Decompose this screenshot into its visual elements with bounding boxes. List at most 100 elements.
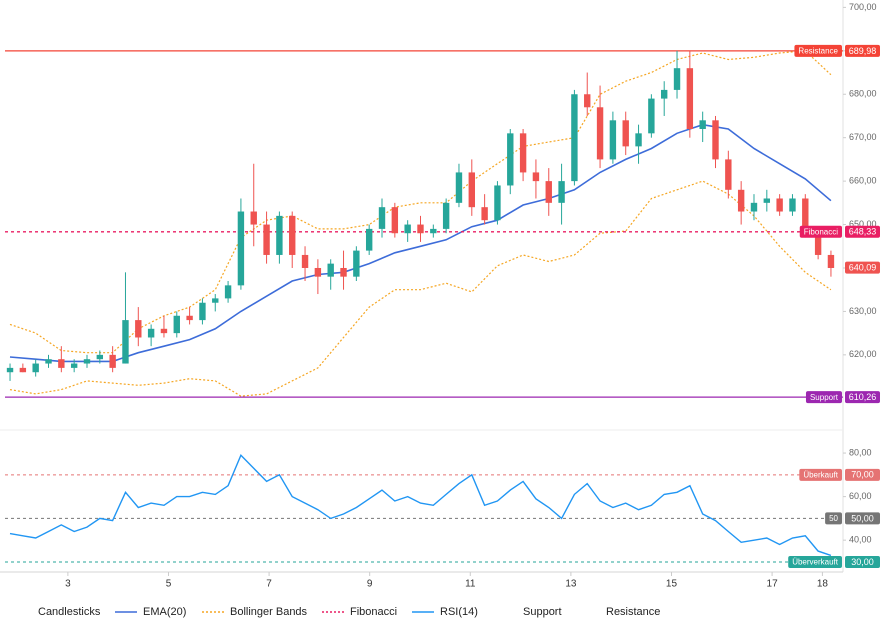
candle-body bbox=[827, 254, 835, 268]
y-tick-label: 660,00 bbox=[849, 175, 877, 185]
candle-body bbox=[712, 120, 719, 160]
legend-label: Fibonacci bbox=[350, 606, 397, 618]
candle-body bbox=[417, 224, 424, 234]
legend-label: Candlesticks bbox=[38, 606, 101, 618]
last-price-tag bbox=[845, 261, 880, 274]
level-value-tag bbox=[845, 44, 880, 57]
bollinger-lower bbox=[9, 180, 832, 397]
candle-body bbox=[378, 207, 386, 229]
x-tick-label: 7 bbox=[266, 579, 272, 590]
candle-body bbox=[32, 363, 39, 373]
candle-body bbox=[737, 189, 745, 212]
candle-body bbox=[532, 172, 540, 182]
candle-body bbox=[455, 172, 463, 203]
legend-label: Resistance bbox=[606, 606, 660, 618]
candle-body bbox=[507, 133, 514, 186]
level-value-tag bbox=[845, 555, 880, 568]
candle-body bbox=[19, 367, 27, 373]
candle-body bbox=[276, 215, 283, 255]
candle-body bbox=[173, 315, 180, 334]
candle-body bbox=[250, 211, 257, 225]
legend-label: Support bbox=[523, 606, 562, 618]
rsi-line bbox=[9, 453, 832, 557]
candle-body bbox=[648, 98, 655, 134]
last-price: 640,09 bbox=[849, 262, 877, 272]
candle-body bbox=[622, 120, 629, 147]
candle-body bbox=[763, 198, 771, 203]
level-name-tag bbox=[794, 44, 842, 57]
x-tick-label: 15 bbox=[666, 579, 678, 590]
candle-body bbox=[314, 267, 322, 277]
level-name: Überverkauft bbox=[792, 558, 839, 567]
level-value: 610,26 bbox=[849, 392, 877, 402]
level-name: Support bbox=[810, 393, 839, 402]
level-name: Fibonacci bbox=[804, 227, 838, 236]
level-name-tag bbox=[825, 512, 842, 525]
y-tick-label: 40,00 bbox=[849, 535, 872, 545]
candle-body bbox=[468, 172, 475, 208]
candle-body bbox=[224, 285, 232, 299]
bollinger-upper bbox=[9, 50, 832, 354]
legend-label: Bollinger Bands bbox=[230, 606, 308, 618]
y-tick-label: 630,00 bbox=[849, 306, 877, 316]
level-value-tag bbox=[845, 512, 880, 525]
y-tick-label: 680,00 bbox=[849, 89, 877, 99]
y-tick-label: 650,00 bbox=[849, 219, 877, 229]
x-tick-label: 9 bbox=[367, 579, 373, 590]
candle-body bbox=[122, 320, 129, 364]
candle-body bbox=[6, 367, 14, 373]
candle-body bbox=[301, 254, 309, 268]
candle-body bbox=[673, 68, 681, 90]
x-tick-label: 13 bbox=[565, 579, 577, 590]
candle-body bbox=[199, 302, 206, 321]
candle-body bbox=[686, 68, 694, 129]
candle-body bbox=[660, 89, 668, 99]
candle-body bbox=[776, 198, 783, 212]
level-name-tag bbox=[788, 555, 842, 568]
level-name: Resistance bbox=[798, 47, 838, 56]
candle-body bbox=[96, 354, 104, 360]
level-value-tag bbox=[845, 391, 880, 404]
y-tick-label: 700,00 bbox=[849, 2, 877, 12]
candle-body bbox=[263, 224, 270, 255]
candle-body bbox=[70, 363, 78, 368]
candle-body bbox=[571, 94, 578, 182]
candle-body bbox=[494, 185, 501, 221]
candle-body bbox=[340, 267, 347, 277]
level-value-tag bbox=[845, 225, 880, 238]
candle-body bbox=[353, 250, 360, 277]
level-value: 30,00 bbox=[851, 557, 874, 567]
candle-body bbox=[391, 207, 399, 234]
candle-body bbox=[430, 228, 437, 234]
y-tick-label: 60,00 bbox=[849, 491, 872, 501]
x-tick-label: 18 bbox=[817, 579, 829, 590]
candle-body bbox=[519, 133, 527, 173]
candle-body bbox=[83, 359, 91, 364]
candle-body bbox=[160, 328, 168, 334]
candle-body bbox=[289, 215, 296, 255]
candle-body bbox=[237, 211, 245, 286]
candle-body bbox=[212, 298, 219, 303]
candle-body bbox=[750, 202, 758, 212]
level-name: 50 bbox=[829, 514, 838, 523]
candle-body bbox=[584, 94, 591, 108]
level-value-tag bbox=[845, 468, 880, 481]
candle-body bbox=[802, 198, 809, 234]
candle-body bbox=[481, 207, 488, 221]
candle-body bbox=[725, 159, 732, 190]
candle-body bbox=[365, 228, 373, 251]
x-tick-label: 3 bbox=[65, 579, 71, 590]
candle-body bbox=[109, 354, 116, 368]
x-tick-label: 5 bbox=[166, 579, 172, 590]
level-name-tag bbox=[805, 391, 842, 404]
candle-body bbox=[789, 198, 796, 212]
legend-label: RSI(14) bbox=[440, 606, 478, 618]
candle-body bbox=[699, 120, 706, 129]
level-value: 648,33 bbox=[849, 227, 877, 237]
candle-body bbox=[814, 233, 822, 255]
level-name-tag bbox=[799, 468, 842, 481]
candle-body bbox=[186, 315, 193, 321]
y-tick-label: 80,00 bbox=[849, 447, 872, 457]
candle-body bbox=[442, 202, 450, 229]
